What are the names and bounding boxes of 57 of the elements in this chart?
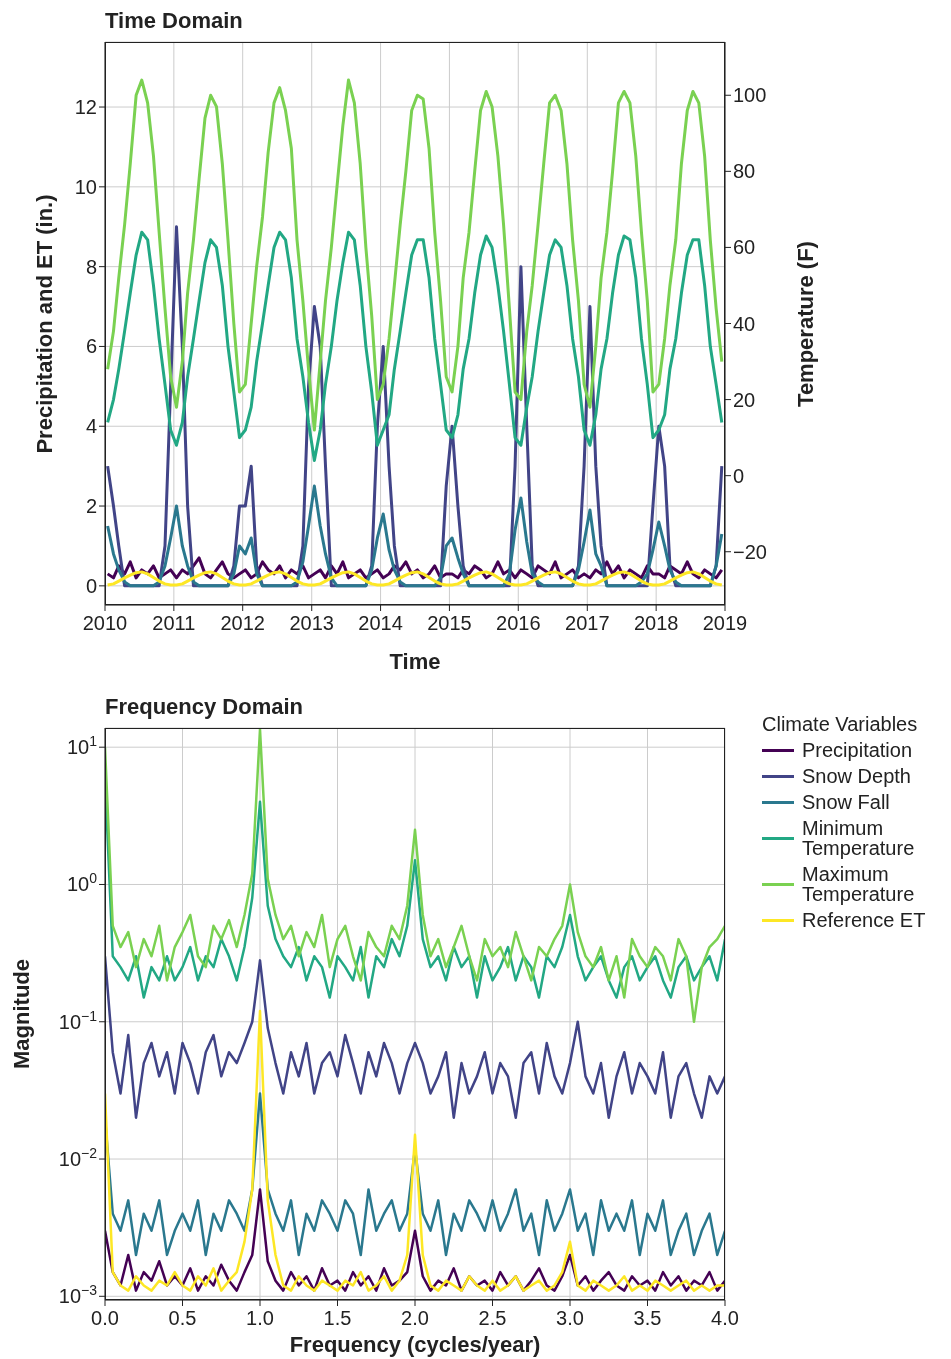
- line-series: [106, 78, 724, 432]
- legend-label: Reference ET: [802, 909, 926, 931]
- x-tick-label: 2.5: [478, 1307, 507, 1329]
- x-tick-label: 2018: [633, 612, 679, 634]
- x-tick-label: 2015: [427, 612, 472, 634]
- y-tick-label: 4: [85, 415, 97, 438]
- line-series: [105, 1009, 725, 1292]
- y-tick-label: 10$^{1}$: [66, 733, 98, 759]
- x-tick-label: 3.5: [633, 1307, 662, 1329]
- x-tick-label: 1.5: [323, 1307, 352, 1329]
- legend-label: Snow Fall: [802, 791, 890, 813]
- y2-tick-label: 0: [733, 464, 745, 487]
- y-tick-label: 10$^{−1}$: [58, 1007, 98, 1033]
- legend-label: Precipitation: [802, 739, 913, 761]
- x-tick-label: 2011: [152, 612, 196, 634]
- y-tick-label: 0: [85, 574, 97, 597]
- y-tick-label: 10$^{−3}$: [58, 1282, 98, 1308]
- legend-title: Climate Variables: [762, 713, 918, 735]
- y2-tick-label: 20: [733, 388, 756, 411]
- x-tick-label: 2019: [702, 612, 748, 634]
- x-tick-label: 0.0: [91, 1307, 119, 1329]
- y-tick-label: 2: [85, 495, 97, 518]
- chart-title: Time Domain: [105, 8, 243, 33]
- x-tick-label: 3.0: [556, 1307, 584, 1329]
- y-axis-title: Precipitation and ET (in.): [32, 193, 57, 454]
- y2-tick-label: −20: [733, 540, 767, 563]
- y2-tick-label: 100: [733, 84, 767, 107]
- y-tick-label: 10: [74, 175, 97, 198]
- x-tick-label: 2016: [496, 612, 541, 634]
- y-axis-title: Magnitude: [9, 959, 34, 1069]
- chart-title: Frequency Domain: [105, 694, 304, 719]
- x-tick-label: 2012: [220, 612, 265, 634]
- line-series: [106, 484, 724, 588]
- x-tick-label: 2014: [358, 612, 403, 634]
- x-tick-label: 1.0: [246, 1307, 274, 1329]
- x-axis-title: Time: [389, 649, 441, 674]
- y-tick-label: 10$^{−2}$: [58, 1145, 98, 1171]
- legend-label: Minimum Temperature: [802, 817, 915, 859]
- x-tick-label: 0.5: [168, 1307, 197, 1329]
- x-tick-label: 2017: [565, 612, 610, 634]
- legend-label: Maximum Temperature: [802, 863, 915, 905]
- y-tick-label: 12: [74, 96, 97, 119]
- y-tick-label: 8: [85, 255, 97, 278]
- y2-tick-label: 40: [733, 312, 756, 335]
- x-tick-label: 2.0: [401, 1307, 429, 1329]
- legend-label: Snow Depth: [802, 765, 911, 787]
- y-tick-label: 6: [85, 335, 97, 358]
- x-tick-label: 2013: [289, 612, 334, 634]
- x-tick-label: 4.0: [711, 1307, 739, 1329]
- y2-tick-label: 60: [733, 236, 756, 259]
- x-tick-label: 2010: [82, 612, 128, 634]
- y2-axis-title: Temperature (F): [793, 240, 818, 407]
- y-tick-label: 10$^{0}$: [66, 870, 98, 896]
- line-series: [106, 570, 724, 587]
- line-series: [106, 230, 724, 462]
- x-axis-title: Frequency (cycles/year): [289, 1332, 541, 1357]
- y2-tick-label: 80: [733, 160, 756, 183]
